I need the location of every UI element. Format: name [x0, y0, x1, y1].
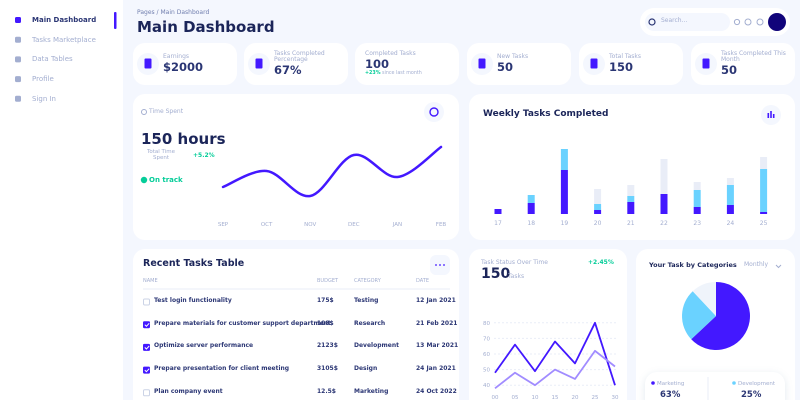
cell-budget: 2123$ [317, 342, 338, 350]
cell-date: 24 Jan 2021 [416, 365, 456, 373]
cell-name: Optimize server performance [154, 342, 254, 350]
big-value: 150 [481, 266, 511, 282]
sidebar [0, 0, 123, 400]
stat-value: 67% [274, 63, 302, 78]
stat-card [355, 43, 459, 85]
unit: Tasks [508, 273, 525, 280]
stat-text: Tasks Completed Percentage 67% [274, 43, 344, 85]
cell-category: Design [354, 365, 378, 373]
cell-date: 24 Oct 2022 [416, 387, 457, 395]
cell-name: Prepare presentation for client meeting [154, 365, 290, 373]
stat-value: 50 [497, 59, 514, 74]
column-header: CATEGORY [354, 278, 381, 284]
breadcrumb: Pages / Main Dashboard [137, 9, 210, 16]
change: +2.45% [588, 259, 614, 266]
card-title: Your Task by Categories [649, 261, 737, 269]
card-label: Time Spent [149, 108, 184, 115]
stat-value: $2000 [163, 59, 204, 74]
stat-text: Total Tasks 150 [609, 43, 679, 85]
nav-item[interactable]: Data Tables [32, 55, 73, 64]
menu-button[interactable] [430, 255, 450, 275]
cell-category: Marketing [354, 387, 389, 395]
stat-text: Completed Tasks 100 +23% since last month [365, 43, 435, 85]
stat-change: +23% [365, 71, 381, 77]
stat-text: New Tasks 50 [497, 43, 567, 85]
stat-label: Tasks Completed This Month [721, 49, 786, 64]
cell-name: Prepare materials for customer support d… [154, 319, 331, 327]
stat-label: Tasks Completed Percentage [274, 49, 325, 64]
column-header: BUDGET [317, 278, 339, 284]
cell-budget: 175$ [317, 297, 334, 304]
cell-category: Research [354, 319, 386, 327]
stat-text: Tasks Completed This Month 50 [721, 43, 791, 85]
search-input[interactable] [645, 13, 730, 31]
table-card [133, 249, 459, 400]
cell-name: Plan company event [154, 387, 223, 395]
cell-date: 12 Jan 2021 [416, 297, 456, 304]
cell-budget: 3105$ [317, 365, 338, 373]
stat-label: Completed Tasks [365, 50, 416, 58]
cell-date: 21 Feb 2021 [416, 319, 458, 327]
table-title: Recent Tasks Table [143, 258, 245, 269]
stat-label: Total Tasks [609, 52, 641, 60]
cell-budget: 12.5$ [317, 387, 336, 395]
stat-label: Earnings [163, 52, 190, 60]
search-placeholder[interactable]: Search... [661, 17, 688, 24]
column-header: NAME [143, 278, 158, 284]
big-value: 150 hours [141, 130, 226, 148]
time-spent-card [133, 94, 459, 240]
weekly-card [469, 94, 795, 240]
avatar-initials[interactable]: AP [772, 17, 782, 25]
stat-note-text: since last month [382, 71, 422, 77]
stat-text: Earnings $2000 [163, 43, 233, 85]
column-header: DATE [416, 278, 430, 284]
stat-label: New Tasks [497, 52, 529, 60]
stat-value: 150 [609, 59, 634, 74]
nav-item[interactable]: Tasks Marketplace [32, 35, 96, 44]
change: +5.2% [193, 152, 215, 159]
status: On track [149, 176, 183, 184]
nav-item[interactable]: Main Dashboard [32, 16, 97, 24]
period-select[interactable]: Monthly [744, 261, 769, 268]
card-label: Task Status Over Time [481, 259, 548, 266]
cell-category: Development [354, 342, 399, 350]
chart-title: Weekly Tasks Completed [483, 109, 609, 119]
legend-box [645, 372, 785, 400]
cell-name: Test login functionality [154, 297, 232, 304]
stat-note: +23% since last month [365, 71, 435, 77]
stat-value: 50 [721, 63, 738, 78]
cell-budget: 108$ [317, 319, 334, 327]
sub-label: Total Time Spent [146, 149, 176, 162]
nav-item[interactable]: Profile [32, 75, 54, 84]
stat-value: 100 [365, 57, 390, 72]
page-title: Main Dashboard [137, 18, 275, 36]
cell-category: Testing [354, 297, 379, 304]
nav-item[interactable]: Sign In [32, 94, 56, 103]
cell-date: 13 Mar 2021 [416, 342, 459, 350]
